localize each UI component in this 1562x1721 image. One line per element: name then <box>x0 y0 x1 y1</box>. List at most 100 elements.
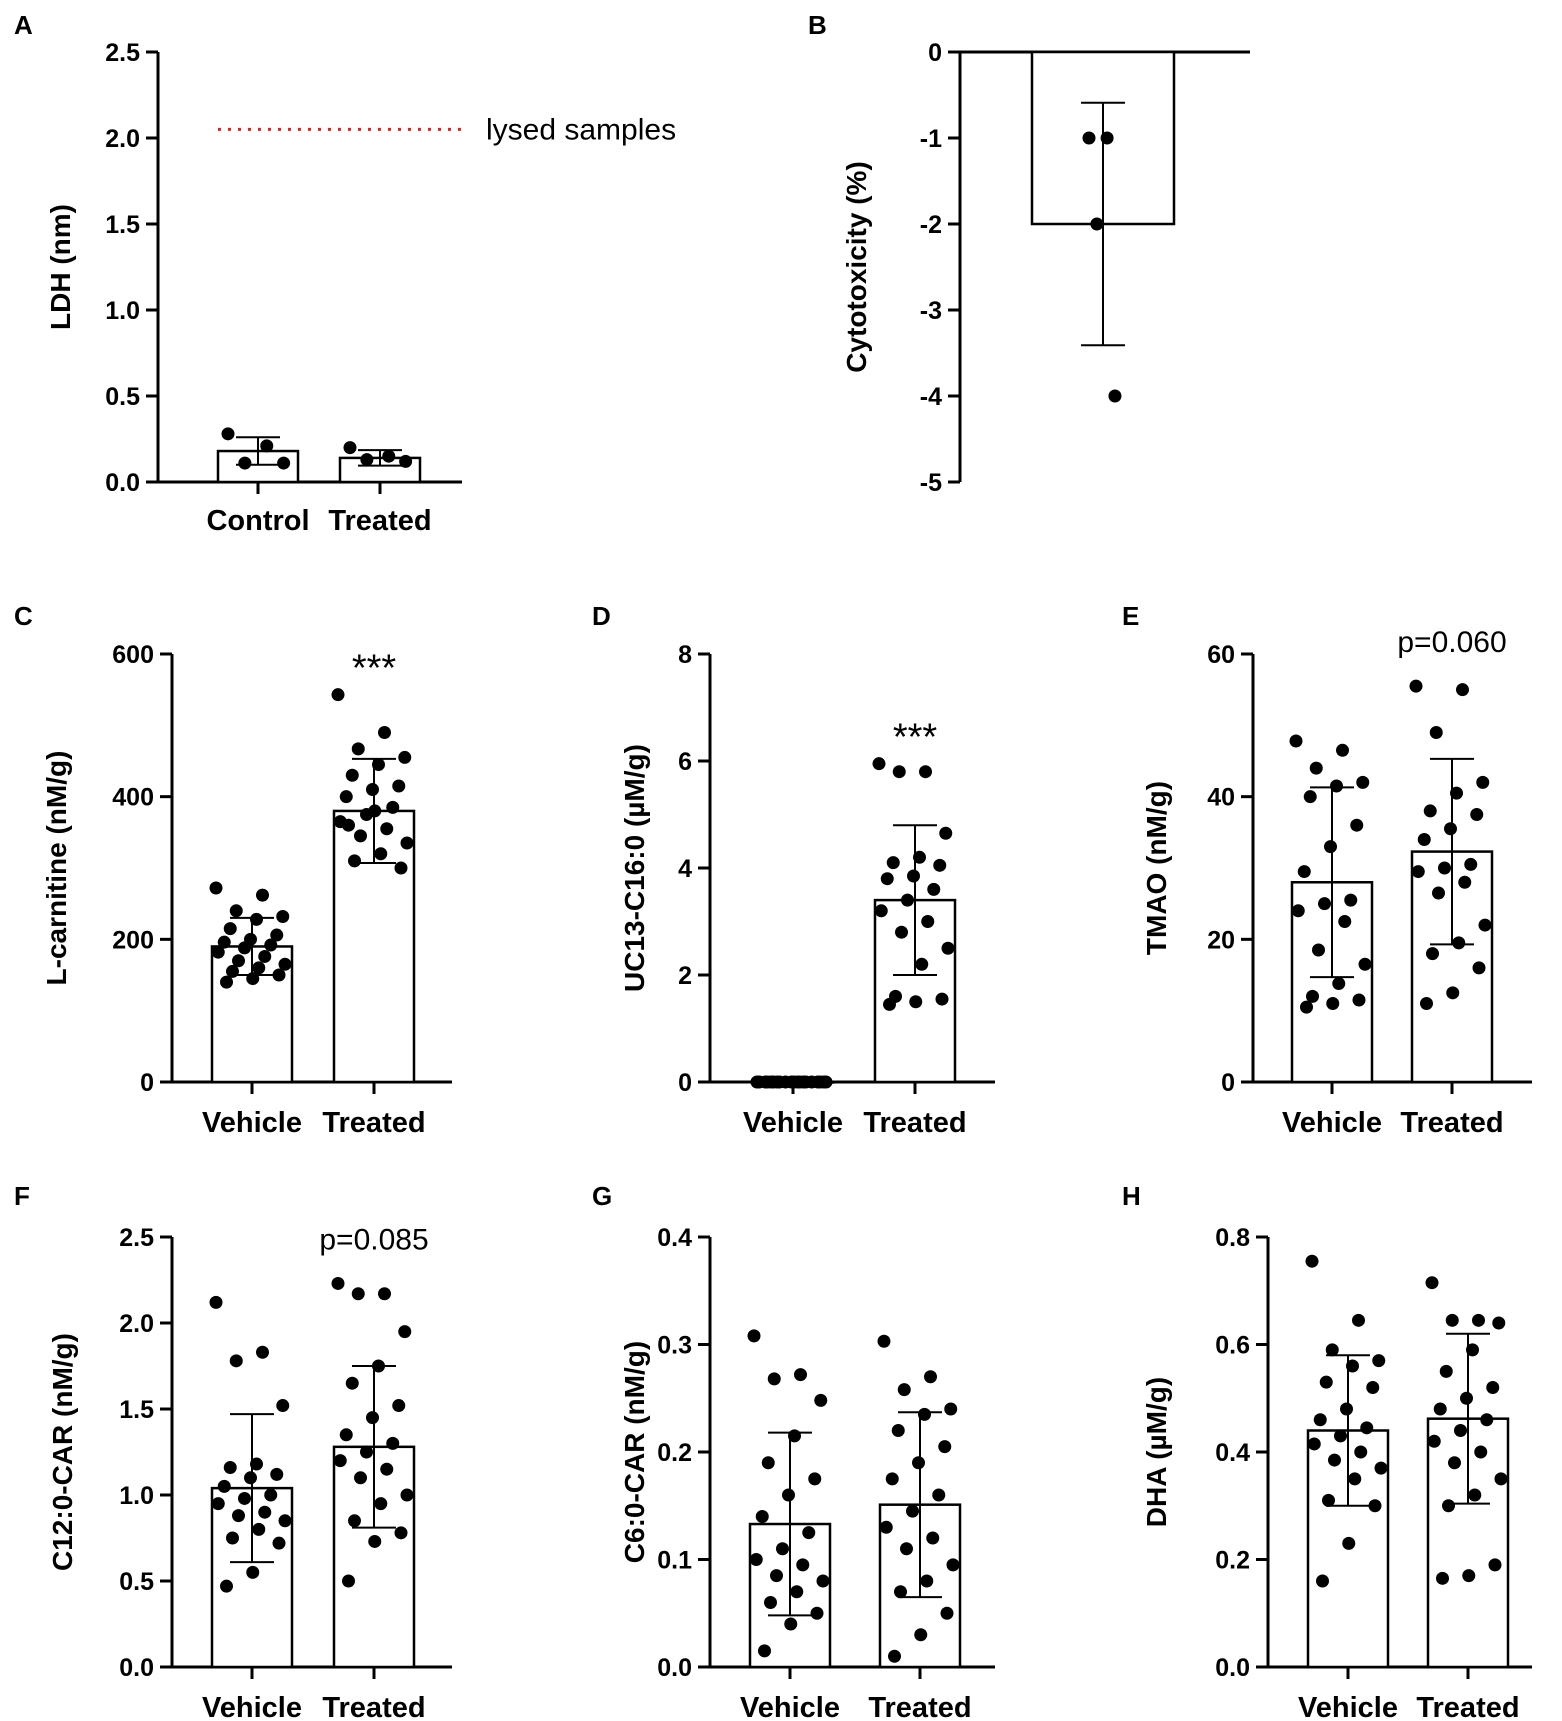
y-tick-label: 0.6 <box>1215 1332 1250 1360</box>
data-point <box>339 790 353 804</box>
y-tick-label: 0 <box>928 39 942 67</box>
data-point <box>912 1456 925 1470</box>
significance-annotation: *** <box>352 648 397 690</box>
y-tick-label: 0.3 <box>657 1332 692 1360</box>
y-tick-label: 0.1 <box>657 1547 692 1575</box>
data-point <box>250 1457 263 1471</box>
x-category-label: Vehicle <box>1298 1692 1398 1721</box>
data-point <box>941 941 955 955</box>
data-point <box>368 1534 382 1548</box>
data-point <box>374 847 388 861</box>
data-point <box>1464 857 1478 871</box>
data-point <box>1352 1313 1365 1327</box>
y-tick-label: 2.0 <box>105 125 140 153</box>
y-tick-label: 20 <box>1207 926 1235 954</box>
data-point <box>398 750 412 764</box>
panel-letter: E <box>1122 601 1139 631</box>
panel-letter: H <box>1122 1181 1141 1211</box>
data-point <box>250 912 263 926</box>
data-point <box>895 925 908 939</box>
y-axis-label: Cytotoxicity (%) <box>841 161 872 373</box>
data-point <box>767 1372 781 1386</box>
data-point <box>1300 1000 1313 1014</box>
data-point <box>1478 918 1492 932</box>
data-point <box>246 972 260 986</box>
data-point <box>372 1359 385 1373</box>
data-point <box>1368 1499 1382 1513</box>
data-point <box>1354 1445 1368 1459</box>
data-point <box>918 1407 931 1421</box>
data-point <box>1307 1437 1321 1451</box>
data-point <box>343 441 357 455</box>
data-point <box>747 1329 761 1343</box>
data-point <box>944 1402 958 1416</box>
data-point <box>1436 1571 1449 1585</box>
data-point <box>946 1558 960 1572</box>
data-point <box>782 1488 795 1502</box>
y-tick-label: 2.0 <box>119 1310 154 1338</box>
data-point <box>1318 897 1331 911</box>
data-point <box>232 1509 245 1523</box>
data-point <box>270 1467 284 1481</box>
x-category-label: Vehicle <box>1282 1107 1382 1139</box>
data-point <box>1330 779 1343 793</box>
data-point <box>940 1606 954 1620</box>
data-point <box>366 783 379 797</box>
data-point <box>886 856 900 870</box>
data-point <box>209 881 223 895</box>
data-point <box>331 1276 345 1290</box>
x-category-label: Treated <box>322 1692 425 1721</box>
data-point <box>1417 832 1431 846</box>
data-point <box>1432 886 1445 900</box>
data-point <box>394 861 408 875</box>
data-point <box>784 1617 798 1631</box>
panel-c: C 0 200 400 600 L-carnitine (nM/g) Vehicle Trea… <box>14 601 452 1139</box>
y-tick-label: 200 <box>112 926 154 954</box>
data-point <box>1445 1313 1459 1327</box>
data-point <box>1374 1461 1388 1475</box>
y-axis-label: UC13-C16:0 (µM/g) <box>619 744 650 992</box>
data-point <box>1426 947 1439 961</box>
y-tick-label: 4 <box>678 855 692 883</box>
data-point <box>378 725 391 739</box>
data-point <box>272 1536 286 1550</box>
data-point <box>217 1479 231 1493</box>
y-axis-label: C12:0-CAR (nM/g) <box>47 1333 78 1571</box>
panel-b: B -5 -4 -3 -2 -1 0 Cytotoxicity (%) <box>808 10 1250 497</box>
data-point <box>933 858 947 872</box>
data-point <box>360 453 374 467</box>
data-point <box>1348 1472 1362 1486</box>
data-point <box>223 922 237 936</box>
data-point <box>880 872 894 886</box>
data-point <box>238 456 252 470</box>
data-point <box>354 829 367 843</box>
y-tick-label: -1 <box>920 125 942 153</box>
data-point <box>935 992 949 1006</box>
data-point <box>270 928 284 942</box>
y-tick-label: 0.8 <box>1215 1224 1250 1252</box>
y-tick-label: 600 <box>112 641 154 669</box>
data-point <box>1324 840 1337 854</box>
data-point <box>1425 1276 1439 1290</box>
y-tick-label: 1.5 <box>105 211 140 239</box>
data-point <box>921 915 935 928</box>
y-tick-label: -3 <box>920 297 942 325</box>
data-point <box>1462 1569 1476 1583</box>
data-point <box>1486 1381 1500 1394</box>
data-point <box>1492 1316 1506 1330</box>
y-tick-label: 1.5 <box>119 1396 154 1424</box>
data-point <box>264 1488 278 1502</box>
significance-annotation: *** <box>893 717 938 759</box>
data-point <box>399 454 413 468</box>
data-point <box>1420 997 1433 1011</box>
data-point <box>1100 131 1114 145</box>
data-point <box>1316 1574 1329 1588</box>
data-point <box>333 1454 347 1468</box>
data-point <box>1326 997 1340 1011</box>
data-point <box>891 1424 905 1437</box>
data-point <box>939 826 953 840</box>
panel-e: E 0 20 40 60 TMAO (nM/g) Vehicle Treated p=0.060 <box>1122 601 1532 1139</box>
data-point <box>901 893 914 907</box>
data-point <box>1366 1381 1380 1394</box>
y-tick-label: 60 <box>1207 641 1235 669</box>
